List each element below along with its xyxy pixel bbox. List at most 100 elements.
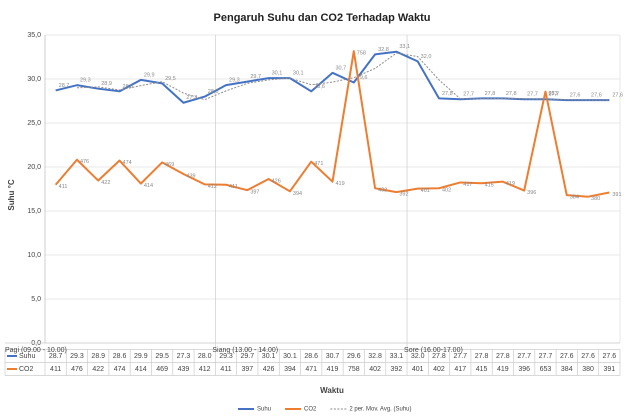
data-label: 32,8 (378, 47, 389, 53)
data-label: 32,0 (421, 54, 432, 60)
data-label: 411 (229, 184, 238, 190)
table-cell: 29.7 (241, 353, 255, 360)
data-label: 30,1 (293, 71, 304, 77)
y-tick-label: 10,0 (27, 252, 41, 259)
x-category-label: Siang (13.00 - 14.00) (212, 347, 278, 354)
data-label: 401 (421, 188, 430, 194)
data-label: 27,6 (591, 93, 602, 99)
table-cell: 27.6 (603, 353, 617, 360)
data-label: 29,7 (250, 74, 261, 80)
legend-label: 2 per. Mov. Avg. (Suhu) (349, 407, 411, 413)
data-label: 28,6 (314, 84, 325, 90)
table-cell: 30.1 (283, 353, 297, 360)
series-line (54, 50, 610, 198)
table-cell: 471 (305, 366, 317, 373)
table-cell: 384 (561, 366, 573, 373)
table-cell: 396 (518, 366, 530, 373)
data-label: 469 (165, 162, 174, 168)
table-cell: 402 (369, 366, 381, 373)
table-cell: 27.8 (496, 353, 510, 360)
table-cell: 33.1 (390, 353, 404, 360)
data-label: 397 (250, 190, 259, 196)
table-cell: 28.0 (198, 353, 212, 360)
table-cell: 417 (454, 366, 466, 373)
data-label: 419 (506, 181, 515, 187)
data-label: 411 (59, 184, 68, 190)
table-cell: 29.5 (155, 353, 169, 360)
table-cell: 391 (604, 366, 616, 373)
data-label: 414 (144, 183, 153, 189)
table-cell: 27.6 (581, 353, 595, 360)
table-cell: 758 (348, 366, 360, 373)
table-cell: 392 (391, 366, 403, 373)
y-tick-label: 30,0 (27, 76, 41, 83)
table-cell: 29.6 (347, 353, 361, 360)
y-tick-label: 35,0 (27, 32, 41, 39)
data-label: 28,7 (59, 83, 70, 89)
data-label: 27,7 (527, 92, 538, 98)
table-cell: 439 (178, 366, 190, 373)
data-label: 27,7 (548, 92, 559, 98)
data-label: 402 (442, 188, 451, 194)
table-row-label: Suhu (19, 353, 35, 360)
data-label: 417 (463, 182, 472, 188)
data-label: 29,6 (357, 75, 368, 81)
y-tick-label: 5,0 (31, 296, 41, 303)
x-axis-title: Waktu (320, 386, 344, 395)
table-cell: 414 (135, 366, 147, 373)
data-label: 27,3 (186, 95, 197, 101)
table-cell: 28.6 (113, 353, 127, 360)
table-cell: 394 (284, 366, 296, 373)
data-label: 33,1 (399, 44, 410, 50)
data-label: 28,6 (123, 84, 134, 90)
table-cell: 32.8 (368, 353, 382, 360)
table-cell: 397 (241, 366, 253, 373)
data-label: 391 (612, 192, 621, 198)
data-label: 27,8 (506, 91, 517, 97)
table-cell: 419 (327, 366, 339, 373)
data-label: 439 (186, 173, 195, 179)
chart-title: Pengaruh Suhu dan CO2 Terhadap Waktu (214, 12, 431, 24)
data-label: 29,9 (144, 72, 155, 78)
table-cell: 27.7 (539, 353, 553, 360)
table-cell: 27.3 (177, 353, 191, 360)
y-tick-label: 25,0 (27, 120, 41, 127)
table-cell: 419 (497, 366, 509, 373)
data-label: 29,3 (80, 78, 91, 84)
data-label: 653 (548, 91, 557, 97)
y-tick-label: 15,0 (27, 208, 41, 215)
data-label: 415 (485, 183, 494, 189)
table-cell: 28.7 (49, 353, 63, 360)
data-label: 758 (357, 51, 366, 57)
table-cell: 380 (582, 366, 594, 373)
data-label: 392 (399, 192, 408, 198)
table-cell: 415 (476, 366, 488, 373)
legend-label: CO2 (304, 407, 317, 413)
y-axis-title: Suhu °C (7, 179, 16, 210)
data-label: 27,8 (442, 91, 453, 97)
x-category-label: Sore (16.00-17.00) (404, 347, 463, 354)
table-cell: 27.6 (560, 353, 574, 360)
data-label: 30,7 (336, 65, 347, 71)
y-tick-label: 20,0 (27, 164, 41, 171)
table-cell: 27.7 (453, 353, 467, 360)
table-cell: 30.7 (326, 353, 340, 360)
table-cell: 474 (114, 366, 126, 373)
data-label: 28,0 (208, 89, 219, 95)
table-cell: 402 (433, 366, 445, 373)
table-cell: 27.8 (432, 353, 446, 360)
series-line (55, 50, 610, 104)
data-label: 29,5 (165, 76, 176, 82)
table-cell: 411 (50, 366, 61, 373)
data-label: 30,1 (272, 71, 283, 77)
table-cell: 422 (92, 366, 104, 373)
table-cell: 30.1 (262, 353, 276, 360)
data-label: 419 (336, 181, 345, 187)
data-label: 29,3 (229, 78, 240, 84)
table-row-label: CO2 (19, 366, 34, 373)
data-label: 471 (314, 161, 323, 167)
table-cell: 476 (71, 366, 83, 373)
data-label: 412 (208, 184, 217, 190)
table-cell: 28.9 (91, 353, 105, 360)
